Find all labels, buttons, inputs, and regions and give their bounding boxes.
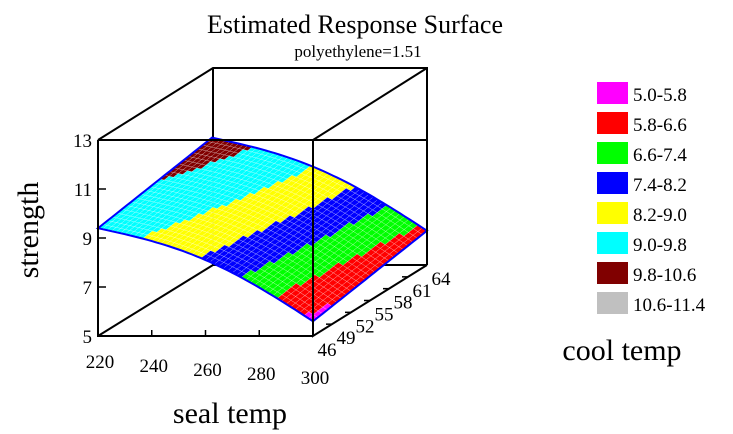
legend-label: 7.4-8.2 [633,175,687,196]
x-tick-label: 300 [301,368,330,389]
y-axis-title: cool temp [562,334,681,367]
x-tick-label: 260 [193,360,222,381]
x-tick-label: 220 [86,352,115,373]
legend-label: 6.6-7.4 [633,145,687,166]
x-axis-title: seal temp [173,397,287,430]
back-box-floor-left-edge [97,264,214,337]
x-tick-label: 240 [140,356,169,377]
legend-label: 5.8-6.6 [633,115,687,136]
legend-swatch [597,112,628,134]
legend-swatch [597,172,628,194]
response-surface [95,136,429,323]
z-tick-label: 7 [83,278,93,299]
y-tick-label: 52 [356,316,375,337]
legend-label: 10.6-11.4 [633,295,706,316]
x-tick-label: 280 [247,364,276,385]
y-tick-label: 46 [318,340,337,361]
legend-swatch [597,262,628,284]
z-axis-title: strength [12,182,45,279]
legend-swatch [597,82,628,104]
y-tick-label: 58 [394,293,413,314]
y-tick-label: 64 [432,269,452,290]
y-tick-label: 49 [337,328,356,349]
z-tick-label: 5 [83,327,93,348]
z-tick-label: 11 [74,180,92,201]
chart-subtitle: polyethylene=1.51 [294,42,421,61]
legend-swatch [597,142,628,164]
legend-swatch [597,202,628,224]
y-tick-label: 61 [413,281,432,302]
legend-label: 5.0-5.8 [633,85,687,106]
front-box-top-right-diagonal [312,67,428,141]
legend-label: 9.8-10.6 [633,265,696,286]
y-tick-label: 55 [375,305,394,326]
legend-label: 9.0-9.8 [633,235,687,256]
legend-swatch [597,232,628,254]
z-tick-label: 13 [73,131,92,152]
chart-title: Estimated Response Surface [207,10,503,39]
legend: 5.0-5.8 5.8-6.6 6.6-7.4 7.4-8.2 8.2-9.0 9.0-9… [597,82,706,316]
legend-label: 8.2-9.0 [633,205,687,226]
z-tick-label: 9 [83,229,93,250]
legend-swatch [597,292,628,314]
